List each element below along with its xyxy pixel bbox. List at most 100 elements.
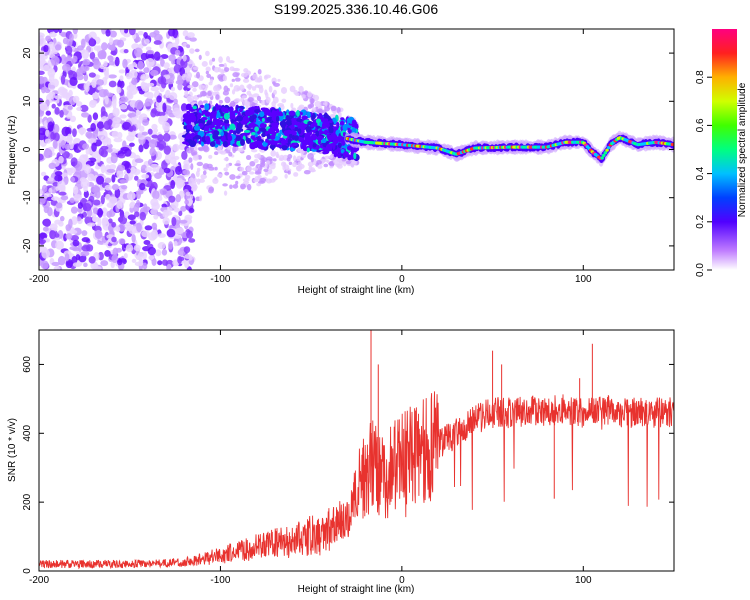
spectrogram-cell — [204, 125, 211, 129]
spectrogram-cell — [281, 98, 287, 103]
spectrogram-cell — [272, 175, 278, 181]
spectrogram-cell — [81, 38, 86, 49]
spectrogram-cell — [105, 29, 111, 37]
spectrogram-cell — [606, 145, 611, 150]
spectrogram-cell — [272, 158, 277, 162]
spectrogram-cell — [254, 84, 260, 88]
spectrogram-cell — [162, 133, 171, 142]
spectrogram-cell — [214, 125, 219, 130]
spectrogram-cell — [138, 144, 144, 153]
spectrogram-cell — [106, 168, 116, 173]
spectrogram-cell — [97, 251, 104, 261]
spectrogram-cell — [100, 149, 108, 158]
spectrogram-y-tick-label: 20 — [22, 47, 33, 59]
spectrogram-cell — [127, 63, 135, 70]
spectrogram-cell — [62, 63, 71, 72]
spectrogram-cell — [39, 153, 44, 161]
spectrogram-cell — [350, 156, 355, 160]
spectrogram-cell — [256, 77, 262, 83]
spectrogram-cell — [178, 210, 183, 217]
spectrogram-cell — [222, 183, 228, 187]
spectrogram-cell — [73, 32, 78, 40]
spectrogram-cell — [116, 39, 125, 48]
spectrogram-cell — [111, 236, 117, 243]
spectrogram-cell — [261, 132, 267, 138]
spectrogram-cell — [161, 248, 168, 256]
spectrogram-cell — [100, 135, 110, 143]
spectrogram-cell — [243, 129, 251, 133]
spectrogram-cell — [222, 75, 228, 82]
spectrogram-cell — [185, 134, 191, 140]
spectrogram-cell — [226, 145, 232, 151]
spectrogram-cell — [141, 173, 150, 179]
spectrogram-cell — [306, 147, 310, 153]
spectrogram-cell — [307, 152, 314, 160]
spectrogram-cell — [303, 170, 311, 175]
spectrogram-cell — [211, 109, 218, 117]
spectrogram-cell — [154, 33, 163, 42]
spectrogram-cell — [144, 225, 153, 231]
spectrogram-cell — [322, 122, 327, 127]
spectrogram-cell — [59, 109, 64, 118]
spectrogram-cell — [181, 141, 189, 145]
spectrogram-cell — [64, 143, 71, 151]
spectrogram-cell — [254, 171, 262, 175]
spectrogram-cell — [161, 160, 168, 171]
spectrogram-cell — [84, 65, 90, 71]
spectrogram-cell — [153, 51, 161, 61]
spectrogram-cell — [106, 210, 113, 218]
spectrogram-cell — [350, 160, 355, 168]
spectrogram-cell — [50, 199, 58, 206]
spectrogram-cell — [196, 71, 201, 79]
spectrogram-cell — [186, 32, 195, 38]
spectrogram-cell — [114, 188, 121, 199]
spectrogram-cell — [173, 155, 180, 160]
spectrogram-cell — [147, 232, 157, 241]
spectrogram-cell — [101, 207, 108, 218]
spectrogram-cell — [153, 214, 159, 220]
spectrogram-cell — [125, 224, 134, 232]
spectrogram-cell — [147, 128, 153, 135]
spectrogram-cell — [121, 185, 128, 190]
spectrogram-cell — [47, 207, 53, 217]
spectrogram-cell — [114, 56, 120, 67]
spectrogram-cell — [201, 144, 209, 151]
spectrogram-cell — [214, 166, 218, 171]
spectrogram-cell — [157, 233, 166, 238]
spectrogram-cell — [291, 135, 296, 140]
spectrogram-cell — [133, 47, 143, 58]
snr-frame — [38, 329, 675, 572]
spectrogram-cell — [158, 115, 167, 125]
spectrogram-cell — [108, 80, 117, 88]
spectrogram-cell — [212, 178, 219, 184]
spectrogram-cell — [224, 67, 230, 72]
spectrogram-cell — [332, 139, 338, 146]
spectrogram-cell — [232, 184, 239, 189]
spectrogram-cell — [61, 88, 68, 98]
spectrogram-cell — [189, 48, 195, 54]
spectrogram-cell — [162, 217, 170, 225]
spectrogram-cell — [96, 121, 105, 129]
spectrogram-cell — [188, 207, 195, 213]
spectrogram-cell — [296, 165, 303, 172]
spectrogram-cell — [43, 64, 50, 72]
spectrogram-cell — [45, 110, 52, 116]
spectrogram-cell — [670, 142, 674, 147]
spectrogram-cell — [192, 154, 199, 161]
spectrogram-cell — [42, 226, 49, 232]
spectrogram-cell — [309, 98, 315, 104]
spectrogram-cell — [152, 167, 157, 173]
spectrogram-cell — [194, 146, 198, 151]
spectrogram-cell — [40, 171, 47, 177]
spectrogram-cell — [140, 73, 150, 80]
colorbar-gradient — [712, 29, 737, 270]
spectrogram-cell — [51, 103, 56, 109]
spectrogram-cell — [109, 44, 116, 51]
spectrogram-cell — [69, 246, 79, 251]
spectrogram-cell — [77, 202, 83, 209]
spectrogram-cell — [229, 129, 234, 134]
spectrogram-cell — [170, 86, 176, 92]
spectrogram-cell — [250, 148, 258, 153]
spectrogram-cell — [125, 244, 134, 253]
spectrogram-cell — [246, 84, 253, 89]
